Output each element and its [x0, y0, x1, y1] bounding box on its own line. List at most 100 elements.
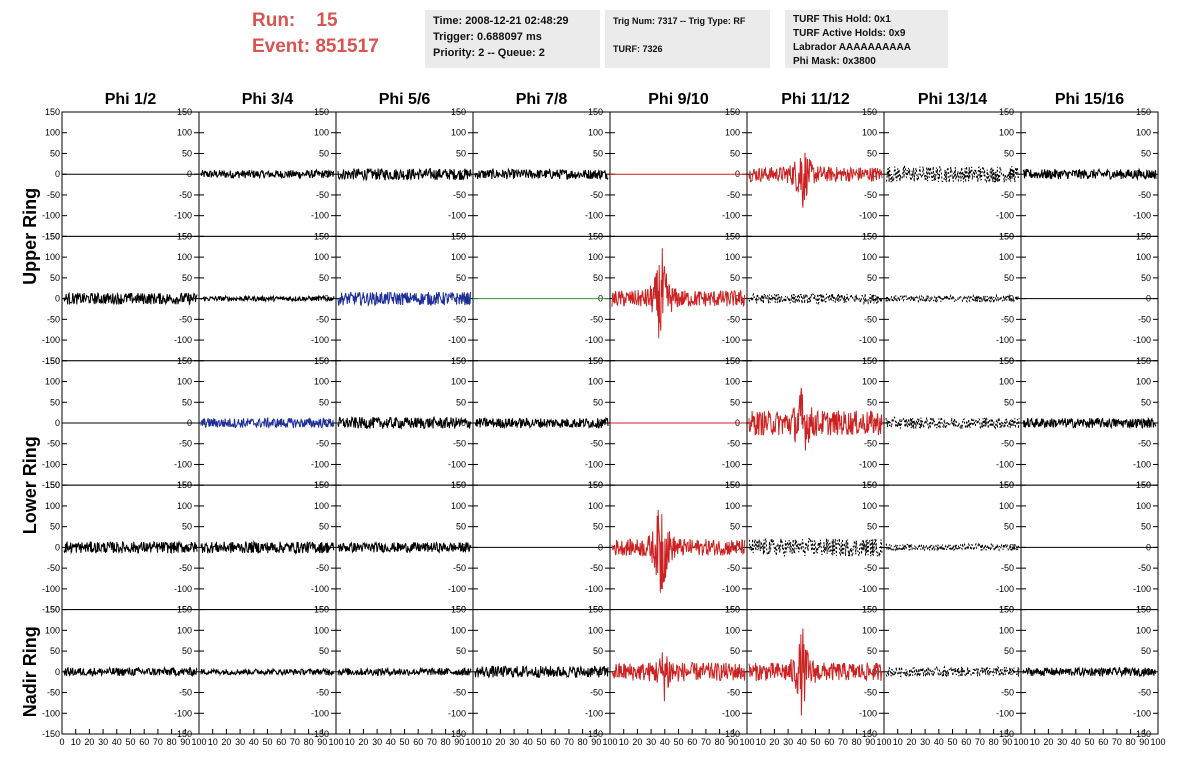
run-row: Run: 15	[252, 8, 379, 34]
y-tick-label: 0	[735, 542, 740, 552]
y-tick-label: -100	[859, 584, 877, 594]
y-tick-label: 100	[177, 252, 192, 262]
y-tick-label: 50	[50, 646, 60, 656]
y-tick-label: 100	[725, 501, 740, 511]
y-tick-label: -50	[47, 439, 60, 449]
y-tick-label: 50	[730, 646, 740, 656]
y-tick-label: -100	[448, 335, 466, 345]
y-tick-label: 150	[314, 231, 329, 241]
y-tick-label: 100	[177, 625, 192, 635]
y-tick-label: 150	[999, 231, 1014, 241]
y-tick-label: 50	[319, 646, 329, 656]
y-tick-label: -50	[47, 688, 60, 698]
y-tick-label: -100	[996, 335, 1014, 345]
y-tick-label: 100	[725, 252, 740, 262]
y-tick-label: 150	[1136, 480, 1151, 490]
y-tick-label: -50	[47, 190, 60, 200]
x-tick-label: 80	[167, 737, 177, 747]
y-tick-label: 50	[1004, 522, 1014, 532]
y-tick-label: 150	[999, 356, 1014, 366]
y-tick-label: 100	[1136, 625, 1151, 635]
y-tick-label: 50	[50, 522, 60, 532]
y-tick-label: 50	[593, 397, 603, 407]
x-tick-label: 20	[769, 737, 779, 747]
y-tick-label: 0	[55, 667, 60, 677]
y-tick-label: 150	[725, 356, 740, 366]
y-tick-label: 150	[314, 107, 329, 117]
x-tick-label: 60	[276, 737, 286, 747]
x-tick-label: 60	[687, 737, 697, 747]
y-tick-label: 50	[319, 397, 329, 407]
y-tick-label: 150	[1136, 605, 1151, 615]
y-tick-label: -50	[453, 688, 466, 698]
x-tick-label: 100	[876, 737, 891, 747]
y-tick-label: 0	[187, 542, 192, 552]
y-tick-label: 0	[461, 418, 466, 428]
y-tick-label: 50	[1004, 273, 1014, 283]
y-tick-label: -50	[316, 688, 329, 698]
x-tick-label: 60	[550, 737, 560, 747]
y-tick-label: 50	[182, 148, 192, 158]
x-tick-label: 60	[824, 737, 834, 747]
y-tick-label: -50	[1138, 439, 1151, 449]
y-tick-label: 50	[456, 148, 466, 158]
y-tick-label: 50	[319, 273, 329, 283]
y-tick-label: -100	[42, 211, 60, 221]
waveform-trace	[200, 539, 335, 555]
x-tick-label: 100	[739, 737, 754, 747]
y-tick-label: -50	[590, 190, 603, 200]
x-tick-label: 100	[465, 737, 480, 747]
y-tick-label: 50	[593, 646, 603, 656]
y-tick-label: -100	[585, 459, 603, 469]
run-label: Run:	[252, 10, 296, 31]
turf-line: TURF: 7326	[613, 44, 663, 54]
x-tick-label: 60	[139, 737, 149, 747]
y-tick-label: 150	[45, 605, 60, 615]
x-tick-label: 40	[112, 737, 122, 747]
y-tick-label: -100	[1133, 335, 1151, 345]
y-tick-label: 0	[324, 294, 329, 304]
y-tick-label: 100	[588, 625, 603, 635]
y-tick-label: 100	[862, 625, 877, 635]
x-tick-label: 10	[208, 737, 218, 747]
phi-column-title: Phi 11/12	[781, 91, 850, 108]
waveform-trace	[337, 415, 472, 430]
y-tick-label: 100	[999, 501, 1014, 511]
waveform-trace	[885, 665, 1020, 678]
y-tick-label: 100	[588, 377, 603, 387]
y-tick-label: 100	[451, 128, 466, 138]
y-tick-label: 0	[324, 418, 329, 428]
y-tick-label: -150	[42, 356, 60, 366]
x-tick-label: 60	[961, 737, 971, 747]
y-tick-label: -50	[316, 563, 329, 573]
waveform-trace	[748, 291, 883, 306]
y-tick-label: -100	[585, 584, 603, 594]
y-tick-label: -50	[590, 314, 603, 324]
y-tick-label: -100	[996, 708, 1014, 718]
y-tick-label: -100	[174, 708, 192, 718]
x-tick-label: 50	[536, 737, 546, 747]
y-tick-label: -50	[1001, 190, 1014, 200]
y-tick-label: 0	[1009, 418, 1014, 428]
phi-column-title: Phi 7/8	[516, 91, 568, 108]
x-tick-label: 70	[290, 737, 300, 747]
y-tick-label: 100	[45, 128, 60, 138]
y-tick-label: 100	[999, 128, 1014, 138]
time-line: Time: 2008-12-21 02:48:29	[433, 15, 569, 27]
y-tick-label: 100	[314, 377, 329, 387]
waveform-trace	[885, 165, 1020, 183]
y-tick-label: -100	[859, 335, 877, 345]
y-tick-label: -50	[1001, 563, 1014, 573]
x-tick-label: 40	[1071, 737, 1081, 747]
y-tick-label: -100	[1133, 459, 1151, 469]
y-tick-label: -50	[179, 314, 192, 324]
x-tick-label: 50	[399, 737, 409, 747]
x-tick-label: 20	[84, 737, 94, 747]
